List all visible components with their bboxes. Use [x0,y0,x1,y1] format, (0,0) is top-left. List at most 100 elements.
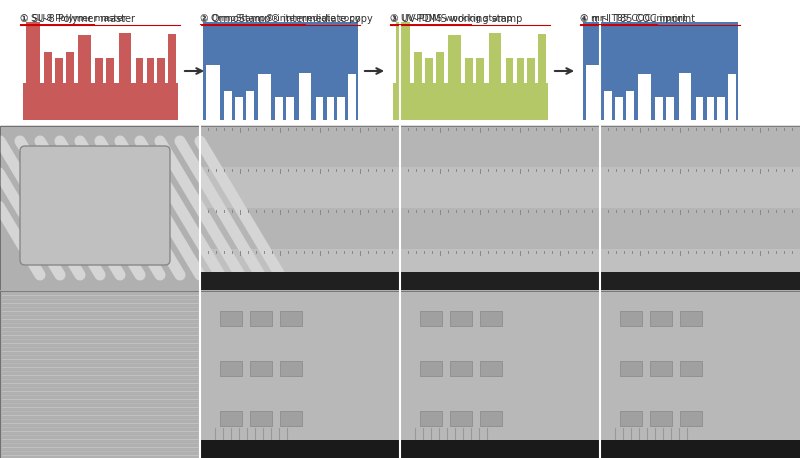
Bar [506,59,514,83]
Bar [638,75,650,120]
Bar [206,65,219,120]
Bar [620,411,642,426]
Bar [250,361,272,376]
Bar [586,65,599,120]
Text: ④ mr-l T85 COC imprint: ④ mr-l T85 COC imprint [580,14,695,24]
Bar [0,291,200,458]
Bar [326,97,334,120]
Bar [400,167,600,208]
Bar [200,126,400,290]
Bar [400,208,600,249]
Bar [400,440,600,458]
Bar [517,59,524,83]
Bar [250,411,272,426]
Bar [600,291,800,458]
Bar [480,311,502,327]
Bar [650,411,672,426]
Bar [450,311,472,327]
Bar [298,73,311,120]
Bar [250,311,272,327]
Bar [706,97,714,120]
Bar [480,411,502,426]
Bar [200,272,400,290]
Bar [655,97,663,120]
Bar [582,59,738,120]
Bar [220,411,242,426]
Bar [600,249,800,290]
Bar [400,126,600,290]
Bar [600,167,800,208]
Bar [202,22,358,59]
Bar [420,411,442,426]
Bar [280,311,302,327]
Bar [348,75,356,120]
Bar [200,249,400,290]
Bar [44,52,52,83]
Bar [436,52,444,83]
Bar [106,59,114,83]
Bar [600,126,800,167]
Bar [338,97,345,120]
Bar [450,361,472,376]
Bar [420,361,442,376]
Bar [400,249,600,290]
Bar [286,97,294,120]
Bar [280,361,302,376]
Text: ① SU-8 Polymer master: ① SU-8 Polymer master [20,14,135,24]
Text: ④ mr-l T85 COC imprint: ④ mr-l T85 COC imprint [580,14,686,23]
Bar [0,291,200,458]
Bar [168,34,176,83]
Bar [650,311,672,327]
Bar [66,52,74,83]
Bar [600,126,800,290]
Bar [26,22,39,83]
Bar [202,59,358,120]
Bar [718,97,725,120]
Bar [200,126,400,290]
Bar [620,311,642,327]
Bar [275,97,283,120]
Bar [400,291,600,458]
Bar [220,361,242,376]
Bar [425,59,433,83]
Bar [0,0,800,125]
Bar [136,59,143,83]
Bar [480,361,502,376]
Bar [448,35,461,83]
Bar [678,73,691,120]
Bar [476,59,484,83]
Bar [158,59,165,83]
Bar [538,34,546,83]
Bar [400,291,600,458]
Bar [200,440,400,458]
Bar [466,59,473,83]
Bar [146,59,154,83]
Bar [118,33,131,83]
Bar [600,208,800,249]
Text: ② OrmoStamp® intermediate copy: ② OrmoStamp® intermediate copy [200,14,373,24]
Bar [600,272,800,290]
Bar [220,311,242,327]
Text: ③ UV-PDMS working stamp: ③ UV-PDMS working stamp [390,14,512,23]
Text: ① SU-8 Polymer master: ① SU-8 Polymer master [20,14,126,23]
Bar [78,35,90,83]
Bar [258,75,270,120]
Bar [200,291,400,458]
FancyBboxPatch shape [20,146,170,265]
Bar [728,75,736,120]
Bar [680,311,702,327]
Bar [316,97,323,120]
Bar [224,91,232,120]
Bar [696,97,703,120]
Bar [396,22,410,83]
Bar [393,83,547,120]
Bar [626,91,634,120]
Bar [55,59,62,83]
Bar [200,208,400,249]
Bar [680,411,702,426]
Bar [450,411,472,426]
Bar [600,440,800,458]
Text: ③ UV-PDMS working stamp: ③ UV-PDMS working stamp [390,14,522,24]
Bar [246,91,254,120]
Bar [620,361,642,376]
